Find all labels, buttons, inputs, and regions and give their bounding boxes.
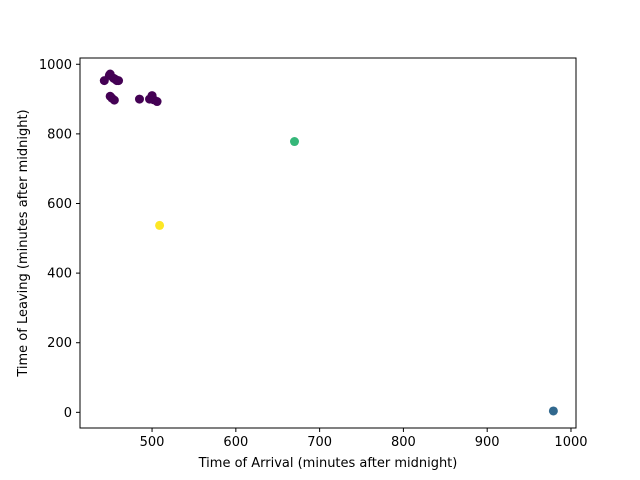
y-tick-label: 200: [47, 336, 72, 351]
y-tick-label: 0: [64, 406, 72, 421]
data-point-9: [109, 95, 119, 105]
data-point-10: [134, 94, 144, 104]
data-point-6: [114, 76, 124, 86]
x-tick-label: 800: [391, 435, 416, 450]
y-axis-label: Time of Leaving (minutes after midnight): [16, 109, 31, 377]
y-tick-label: 800: [47, 127, 72, 142]
y-tick-label: 400: [47, 267, 72, 282]
x-tick-label: 600: [223, 435, 248, 450]
plot-area-frame: [79, 57, 577, 429]
y-axis-ticks: 0 200 400 600 800 1000: [39, 58, 80, 421]
x-tick-label: 700: [307, 435, 332, 450]
x-axis-ticks: 500 600 700 800 900 1000: [140, 428, 588, 450]
data-point-16: [289, 137, 299, 147]
y-tick-label: 1000: [39, 58, 72, 73]
x-tick-label: 500: [140, 435, 165, 450]
data-points: [99, 69, 558, 416]
x-tick-label: 900: [475, 435, 500, 450]
data-point-14: [152, 97, 162, 107]
x-tick-label: 1000: [554, 435, 587, 450]
data-point-17: [155, 220, 165, 230]
x-axis-label: Time of Arrival (minutes after midnight): [198, 456, 458, 471]
y-tick-label: 600: [47, 197, 72, 212]
data-point-15: [548, 406, 558, 416]
